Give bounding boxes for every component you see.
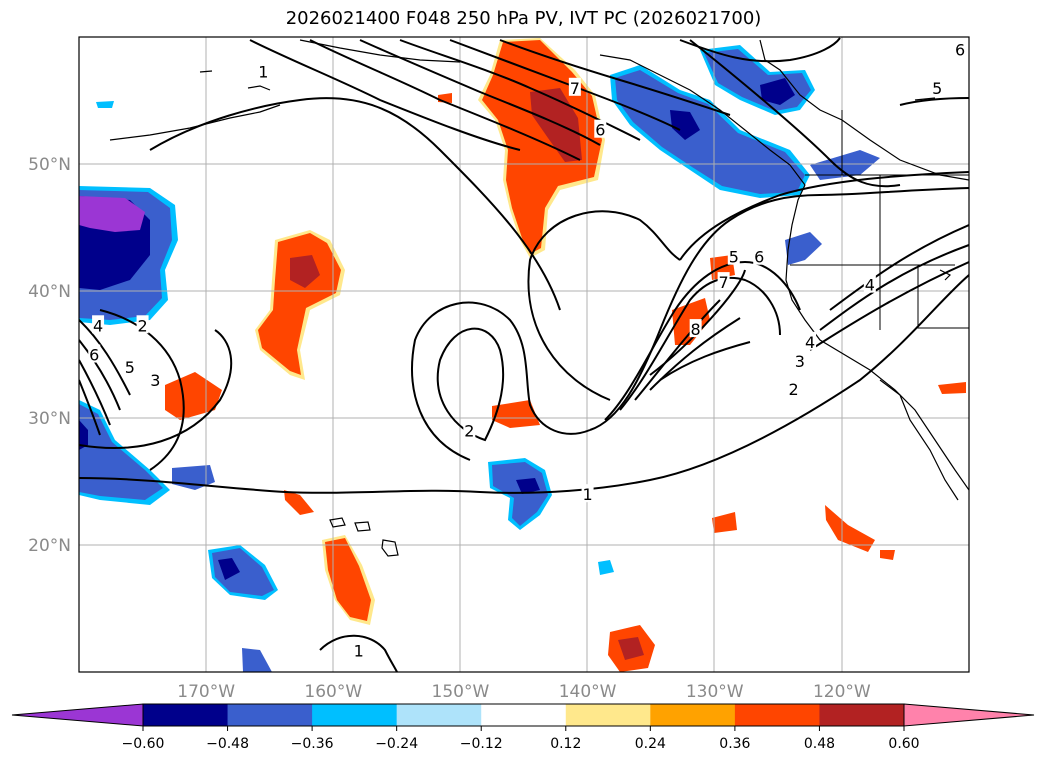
lat-tick-label: 20°N <box>28 536 71 556</box>
contour-label: 6 <box>754 248 764 267</box>
contour-label-background <box>352 640 365 659</box>
contour-label-background <box>954 39 967 58</box>
contour-label: 4 <box>805 333 815 352</box>
contour-label: 4 <box>93 316 103 335</box>
colorbar-tick-label: −0.36 <box>291 736 334 752</box>
contour-label-background <box>689 319 702 338</box>
contour-label-background <box>793 350 806 369</box>
colorbar-extend-high <box>903 703 1035 727</box>
contour-label: 7 <box>719 273 729 292</box>
contour-label-background <box>804 331 817 350</box>
colorbar-swatch <box>481 704 567 726</box>
colorbar-tick-label: 0.36 <box>719 736 750 752</box>
contour-label: 7 <box>570 79 580 98</box>
colorbar-swatch <box>565 704 651 726</box>
negative-anomaly-patches <box>79 45 880 672</box>
contour-label-background <box>787 378 800 397</box>
colorbar-swatch <box>227 704 313 726</box>
longitude-tick-labels: 170°W 160°W 150°W 140°W 130°W 120°W <box>177 682 871 702</box>
colorbar-tick-label: 0.24 <box>635 736 666 752</box>
colorbar-swatch <box>143 704 229 726</box>
contour-label-background <box>88 344 101 363</box>
lat-tick-label: 50°N <box>28 155 71 175</box>
lon-tick-label: 150°W <box>432 682 490 702</box>
contour-label: 1 <box>354 641 364 660</box>
colorbar-tick-label: 0.48 <box>804 736 835 752</box>
colorbar-tick-label: −0.12 <box>460 736 503 752</box>
contour-label-background <box>463 420 476 439</box>
contour-label: 1 <box>258 62 268 81</box>
contour-label: 2 <box>464 422 474 441</box>
contour-label: 6 <box>955 41 965 60</box>
contour-label: 6 <box>595 121 605 140</box>
colorbar-swatch <box>650 704 736 726</box>
colorbar-tick-label: −0.48 <box>206 736 249 752</box>
contour-label: 8 <box>691 320 701 339</box>
graticule <box>79 37 969 672</box>
ivt-contours <box>79 37 969 672</box>
colorbar-frame <box>142 703 905 727</box>
lon-tick-label: 170°W <box>177 682 235 702</box>
contour-label: 3 <box>150 371 160 390</box>
contour-label-background <box>594 119 607 138</box>
contour-label: 6 <box>89 346 99 365</box>
colorbar: −0.60 −0.48 −0.36 −0.24 −0.12 0.12 0.24 0.36 0.4… <box>11 703 1035 752</box>
contour-label: 1 <box>582 485 592 504</box>
lat-tick-label: 40°N <box>28 282 71 302</box>
contour-label-background <box>92 315 105 334</box>
contour-label: 3 <box>795 352 805 371</box>
colorbar-tick-label: 0.60 <box>888 736 919 752</box>
contour-label-background <box>136 315 149 334</box>
contour-label-background <box>753 246 766 265</box>
contour-label-background <box>717 272 730 291</box>
contour-label: 2 <box>137 316 147 335</box>
lat-tick-label: 30°N <box>28 409 71 429</box>
map-frame <box>78 36 970 673</box>
islands <box>199 70 952 557</box>
colorbar-swatch <box>396 704 482 726</box>
colorbar-swatch <box>819 704 905 726</box>
lon-tick-label: 130°W <box>686 682 744 702</box>
colorbar-swatch <box>312 704 398 726</box>
contour-label: 5 <box>729 248 739 267</box>
contour-label: 5 <box>932 79 942 98</box>
contour-label-background <box>581 484 594 503</box>
coastlines <box>109 39 969 501</box>
colorbar-swatch <box>734 704 820 726</box>
colorbar-extend-low <box>11 703 144 727</box>
contour-label-background <box>149 369 162 388</box>
lon-tick-label: 140°W <box>559 682 617 702</box>
lon-tick-label: 120°W <box>813 682 871 702</box>
colorbar-tick-label: 0.12 <box>550 736 581 752</box>
latitude-tick-labels: 20°N 30°N 40°N 50°N <box>28 155 71 556</box>
contour-label-background <box>863 274 876 293</box>
contour-label-background <box>727 246 740 265</box>
political-borders <box>790 110 969 330</box>
contour-label: 5 <box>125 358 135 377</box>
contour-label-background <box>257 61 270 80</box>
contour-label-background <box>123 357 136 376</box>
chart-title: 2026021400 F048 250 hPa PV, IVT PC (2026… <box>285 8 762 29</box>
contour-label: 4 <box>865 276 875 295</box>
lon-tick-label: 160°W <box>304 682 362 702</box>
contour-label-background <box>931 77 944 96</box>
contour-label: 2 <box>788 380 798 399</box>
colorbar-tick-label: −0.60 <box>122 736 165 752</box>
contour-label-background <box>568 77 581 96</box>
colorbar-tick-label: −0.24 <box>375 736 418 752</box>
